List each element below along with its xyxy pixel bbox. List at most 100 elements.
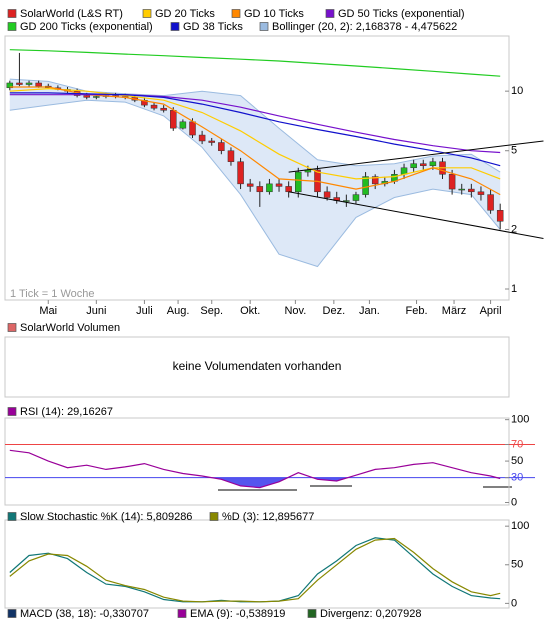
candle-body [150,104,158,109]
legend-label: RSI (14): 29,16267 [20,406,113,418]
candle-body [496,210,504,222]
candle-body [352,194,360,201]
y-tick-label: 1 [511,283,517,295]
bollinger-lower [9,99,501,268]
moving-average [9,49,501,77]
trend-line [288,191,544,239]
legend-swatch [7,323,17,332]
candle-body [35,82,42,87]
y-tick-label: 2 [511,223,517,235]
candle-body [246,183,254,187]
candle-body [256,186,264,193]
panel-title: SolarWorld Volumen [20,322,120,334]
candle-body [448,174,456,190]
oversold-fill [213,478,501,488]
candle-body [208,140,215,143]
y-tick-label: 70 [511,438,523,450]
panel-frame [4,336,510,398]
x-tick-label: Juli [136,305,153,317]
candle-body [477,191,485,195]
legend-swatch [325,9,335,18]
panel-frame [4,417,510,506]
moving-average [9,87,501,180]
panel-frame [4,519,510,609]
candle-body [189,121,196,136]
candle-body [93,96,100,98]
x-tick-label: Dez. [323,305,346,317]
empty-message: keine Volumendaten vorhanden [173,359,342,373]
candle-body [458,188,465,191]
candle-body [6,82,14,89]
candle-body [362,176,369,195]
bollinger-band [9,79,501,267]
y-tick-label: 10 [511,85,523,97]
y-tick-label: 0 [511,597,517,609]
y-tick-label: 100 [511,414,529,426]
legend-label: GD 20 Ticks [155,8,215,20]
candle-body [218,142,225,151]
candle-body [429,161,437,166]
legend-swatch [170,22,180,31]
y-tick-label: 100 [511,520,529,532]
candle-body [198,134,206,142]
panel-frame [4,35,510,301]
x-tick-label: Okt. [240,305,260,317]
legend-label: GD 10 Ticks [244,8,304,20]
legend-swatch [7,9,17,18]
x-tick-label: Sep. [200,305,223,317]
candle-body [179,121,187,129]
candle-body [371,176,379,185]
y-tick-label: 50 [511,559,523,571]
legend-swatch [7,22,17,31]
legend-swatch [142,9,152,18]
x-tick-label: März [442,305,466,317]
candle-body [266,183,273,193]
moving-average [9,92,501,167]
candle-body [468,188,475,193]
x-tick-label: Feb. [406,305,428,317]
indicator-line [9,449,501,489]
y-tick-label: 0 [511,496,517,508]
y-tick-label: 5 [511,145,517,157]
legend-label: EMA (9): -0,538919 [190,608,285,619]
legend-swatch [7,407,17,416]
indicator-line [9,537,501,603]
legend-label: GD 38 Ticks [183,21,243,33]
legend-swatch [7,512,17,521]
trend-line [288,140,544,173]
candle-body [83,95,90,98]
legend-swatch [231,9,241,18]
candle-body [343,200,350,202]
legend-label: MACD (38, 18): -0,330707 [20,608,149,619]
legend-label: Bollinger (20, 2): 2,168378 - 4,475622 [272,21,457,33]
legend-label: SolarWorld (L&S RT) [20,8,123,20]
legend-label: Slow Stochastic %K (14): 5,809286 [20,511,192,523]
y-tick-label: 50 [511,455,523,467]
legend-swatch [209,512,219,521]
legend-label: %D (3): 12,895677 [222,511,314,523]
candle-body [16,82,23,85]
candle-body [25,82,33,85]
legend-label: Divergenz: 0,207928 [320,608,422,619]
candle-body [295,171,302,193]
x-tick-label: April [480,305,502,317]
candle-body [227,150,235,162]
candle-body [420,163,427,166]
x-tick-label: Nov. [284,305,306,317]
legend-swatch [7,609,17,618]
legend-swatch [259,22,269,31]
x-tick-label: Mai [39,305,57,317]
candle-body [160,107,167,111]
legend-label: GD 50 Ticks (exponential) [338,8,465,20]
indicator-line [9,537,501,603]
x-tick-label: Aug. [167,305,190,317]
tick-note: 1 Tick = 1 Woche [10,288,94,300]
x-tick-label: Juni [86,305,106,317]
y-tick-label: 30 [511,472,523,484]
legend-swatch [177,609,187,618]
candle-body [323,191,331,198]
candle-body [285,186,292,193]
legend-label: GD 200 Ticks (exponential) [20,21,153,33]
candle-body [275,183,283,187]
